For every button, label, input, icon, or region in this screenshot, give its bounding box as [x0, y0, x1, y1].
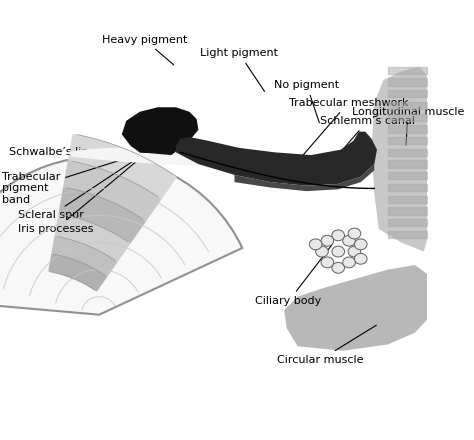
Text: Circular muscle: Circular muscle	[277, 325, 376, 365]
Ellipse shape	[332, 246, 345, 257]
Ellipse shape	[355, 239, 367, 250]
Polygon shape	[122, 107, 199, 155]
Text: Schwalbe’s line: Schwalbe’s line	[9, 147, 175, 158]
Ellipse shape	[321, 235, 334, 246]
Text: No pigment: No pigment	[274, 80, 339, 123]
Polygon shape	[235, 164, 374, 191]
Text: Heavy pigment: Heavy pigment	[101, 35, 187, 65]
Text: Trabecular
pigment
band: Trabecular pigment band	[2, 139, 185, 205]
Ellipse shape	[321, 257, 334, 268]
Text: Schlemm’s canal: Schlemm’s canal	[320, 116, 415, 168]
Text: Longitudinal muscle: Longitudinal muscle	[352, 107, 464, 145]
Ellipse shape	[332, 230, 345, 241]
Text: Scleral spur: Scleral spur	[18, 132, 178, 220]
Polygon shape	[284, 265, 428, 351]
Polygon shape	[372, 67, 428, 252]
Polygon shape	[68, 141, 235, 166]
Ellipse shape	[316, 246, 328, 257]
Polygon shape	[58, 187, 146, 244]
Polygon shape	[63, 161, 162, 221]
Text: Iris processes: Iris processes	[18, 123, 183, 234]
Polygon shape	[176, 132, 377, 186]
Text: Light pigment: Light pigment	[200, 48, 278, 92]
Polygon shape	[68, 134, 177, 199]
Text: Trabecular meshwork: Trabecular meshwork	[289, 98, 408, 159]
Ellipse shape	[348, 228, 361, 239]
Polygon shape	[51, 236, 118, 277]
Ellipse shape	[355, 253, 367, 264]
Ellipse shape	[348, 246, 361, 257]
Ellipse shape	[343, 235, 356, 246]
Ellipse shape	[343, 257, 356, 268]
Polygon shape	[48, 254, 107, 292]
Ellipse shape	[332, 262, 345, 273]
Polygon shape	[55, 214, 130, 262]
Text: Ciliary body: Ciliary body	[255, 245, 332, 306]
Wedge shape	[0, 157, 242, 315]
Ellipse shape	[310, 239, 322, 250]
